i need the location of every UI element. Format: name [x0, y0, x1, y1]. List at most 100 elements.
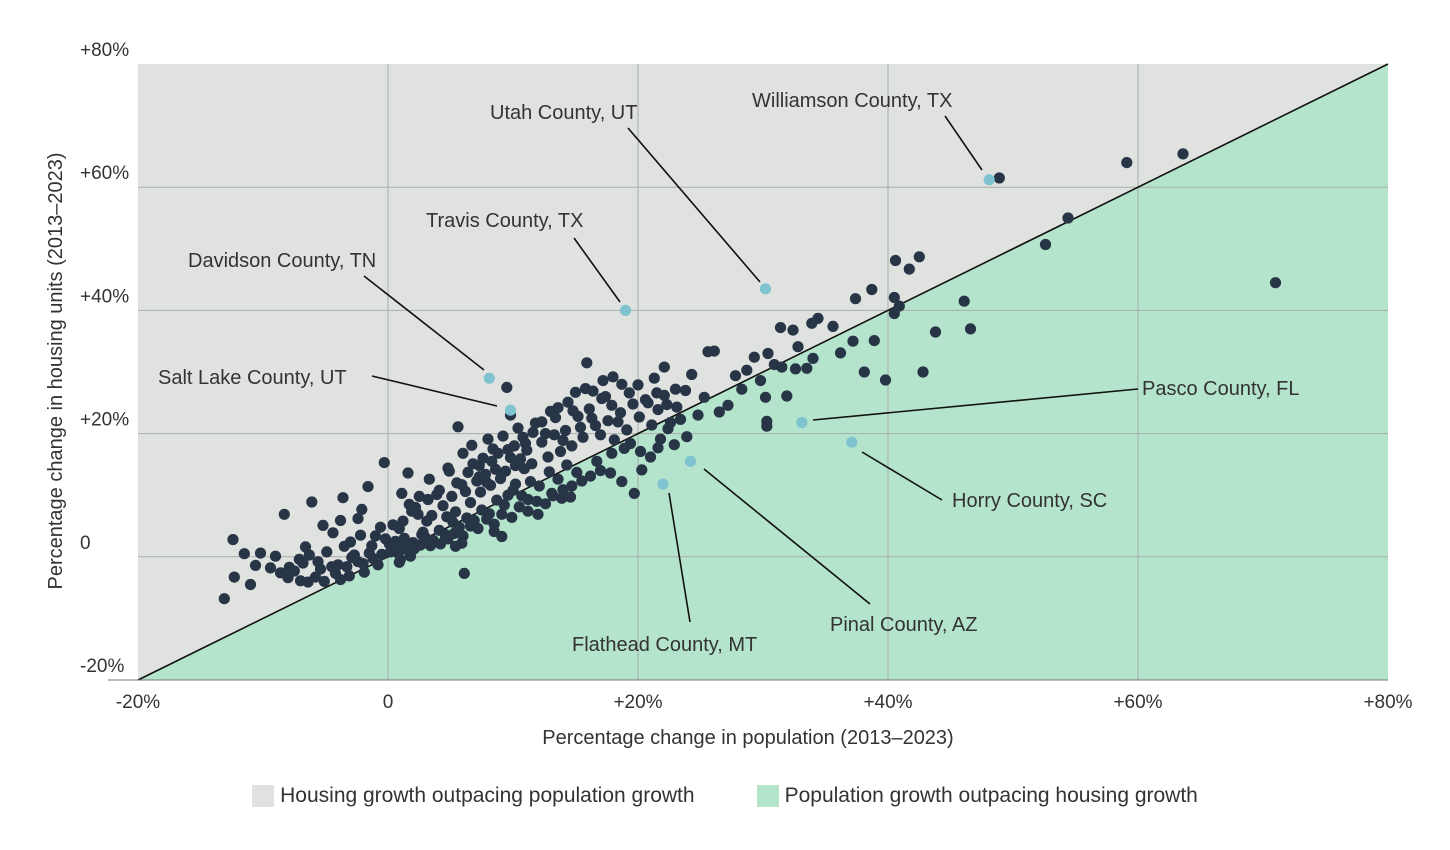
- county-point: [781, 390, 793, 402]
- county-point: [433, 484, 445, 496]
- county-point: [849, 293, 862, 305]
- county-point: [774, 322, 787, 334]
- county-point: [396, 487, 408, 499]
- county-point: [352, 513, 364, 525]
- county-point: [459, 485, 472, 498]
- county-point: [562, 396, 574, 408]
- county-point: [449, 506, 462, 518]
- county-point: [698, 391, 710, 403]
- county-point: [532, 508, 544, 520]
- county-point: [341, 561, 353, 573]
- county-point: [317, 519, 329, 532]
- county-point: [581, 357, 593, 369]
- highlighted-county-point: [796, 416, 808, 429]
- legend-label-housing: Housing growth outpacing population grow…: [280, 784, 695, 807]
- county-point: [627, 398, 639, 410]
- county-point: [452, 421, 464, 433]
- county-point: [366, 540, 378, 552]
- county-point: [964, 323, 977, 335]
- county-point: [557, 484, 569, 496]
- county-point: [402, 467, 414, 479]
- county-point: [338, 540, 350, 552]
- legend-swatch-housing: [252, 785, 275, 807]
- county-point: [362, 481, 374, 493]
- county-point: [591, 455, 603, 467]
- county-point: [376, 548, 388, 560]
- county-point: [597, 375, 609, 387]
- county-point: [594, 429, 607, 441]
- county-point: [318, 575, 330, 588]
- county-point: [278, 508, 290, 520]
- highlighted-county-point: [759, 283, 772, 295]
- county-point: [623, 387, 635, 399]
- county-point: [671, 401, 683, 413]
- county-point: [761, 420, 773, 432]
- county-point: [393, 556, 405, 568]
- county-point: [618, 442, 630, 454]
- county-point: [552, 473, 564, 485]
- county-point: [722, 399, 734, 411]
- county-point: [889, 254, 902, 267]
- county-point: [652, 404, 664, 416]
- county-point: [332, 559, 344, 571]
- county-point: [496, 508, 508, 520]
- highlighted-points: [483, 174, 995, 490]
- county-point: [847, 335, 859, 347]
- county-point: [457, 530, 469, 542]
- county-point: [464, 497, 477, 509]
- highlighted-county-point: [504, 404, 517, 416]
- annotation-label: Horry County, SC: [952, 490, 1107, 512]
- county-point: [346, 551, 358, 564]
- county-point: [498, 499, 510, 511]
- y-tick-label: +80%: [80, 40, 129, 61]
- annotation-label: Salt Lake County, UT: [158, 367, 347, 389]
- county-point: [446, 490, 458, 502]
- legend-item-housing: Housing growth outpacing population grow…: [252, 784, 695, 808]
- county-point: [561, 459, 573, 471]
- annotation-label: Davidson County, TN: [188, 250, 376, 272]
- county-point: [586, 412, 598, 424]
- annotation-label: Williamson County, TX: [752, 90, 952, 112]
- county-point: [497, 430, 509, 442]
- county-point: [559, 424, 572, 437]
- annotation-leader-line: [363, 275, 485, 371]
- county-point: [812, 312, 824, 324]
- county-point: [787, 324, 799, 336]
- county-point: [661, 399, 673, 411]
- county-point: [729, 370, 742, 382]
- annotation-leader-line: [703, 468, 871, 605]
- county-point: [227, 534, 239, 546]
- county-point: [1062, 212, 1074, 224]
- county-point: [614, 407, 627, 419]
- county-point: [903, 263, 915, 275]
- county-point: [759, 391, 772, 403]
- county-point: [648, 372, 660, 384]
- y-axis-title: Percentage change in housing units (2013…: [45, 153, 67, 590]
- county-point: [646, 419, 658, 431]
- county-point: [628, 487, 640, 499]
- county-point: [547, 490, 559, 502]
- county-point: [297, 557, 309, 569]
- county-point: [514, 453, 527, 465]
- county-point: [566, 480, 578, 492]
- county-point: [801, 362, 813, 374]
- highlighted-county-point: [657, 478, 669, 490]
- county-point: [437, 500, 449, 512]
- annotation-label: Utah County, UT: [490, 102, 637, 124]
- county-point: [612, 416, 624, 428]
- county-point: [858, 366, 870, 378]
- county-point: [321, 546, 333, 558]
- county-point: [708, 345, 720, 357]
- county-point: [608, 434, 620, 446]
- highlighted-county-point: [684, 455, 697, 467]
- y-tick-label: 0: [80, 533, 91, 554]
- county-point: [748, 351, 760, 363]
- county-point: [616, 378, 628, 390]
- county-point: [604, 467, 617, 479]
- county-point: [632, 379, 644, 391]
- county-point: [374, 521, 387, 533]
- legend-swatch-population: [756, 785, 779, 807]
- county-point: [473, 460, 485, 472]
- x-tick-label: +60%: [1113, 692, 1162, 713]
